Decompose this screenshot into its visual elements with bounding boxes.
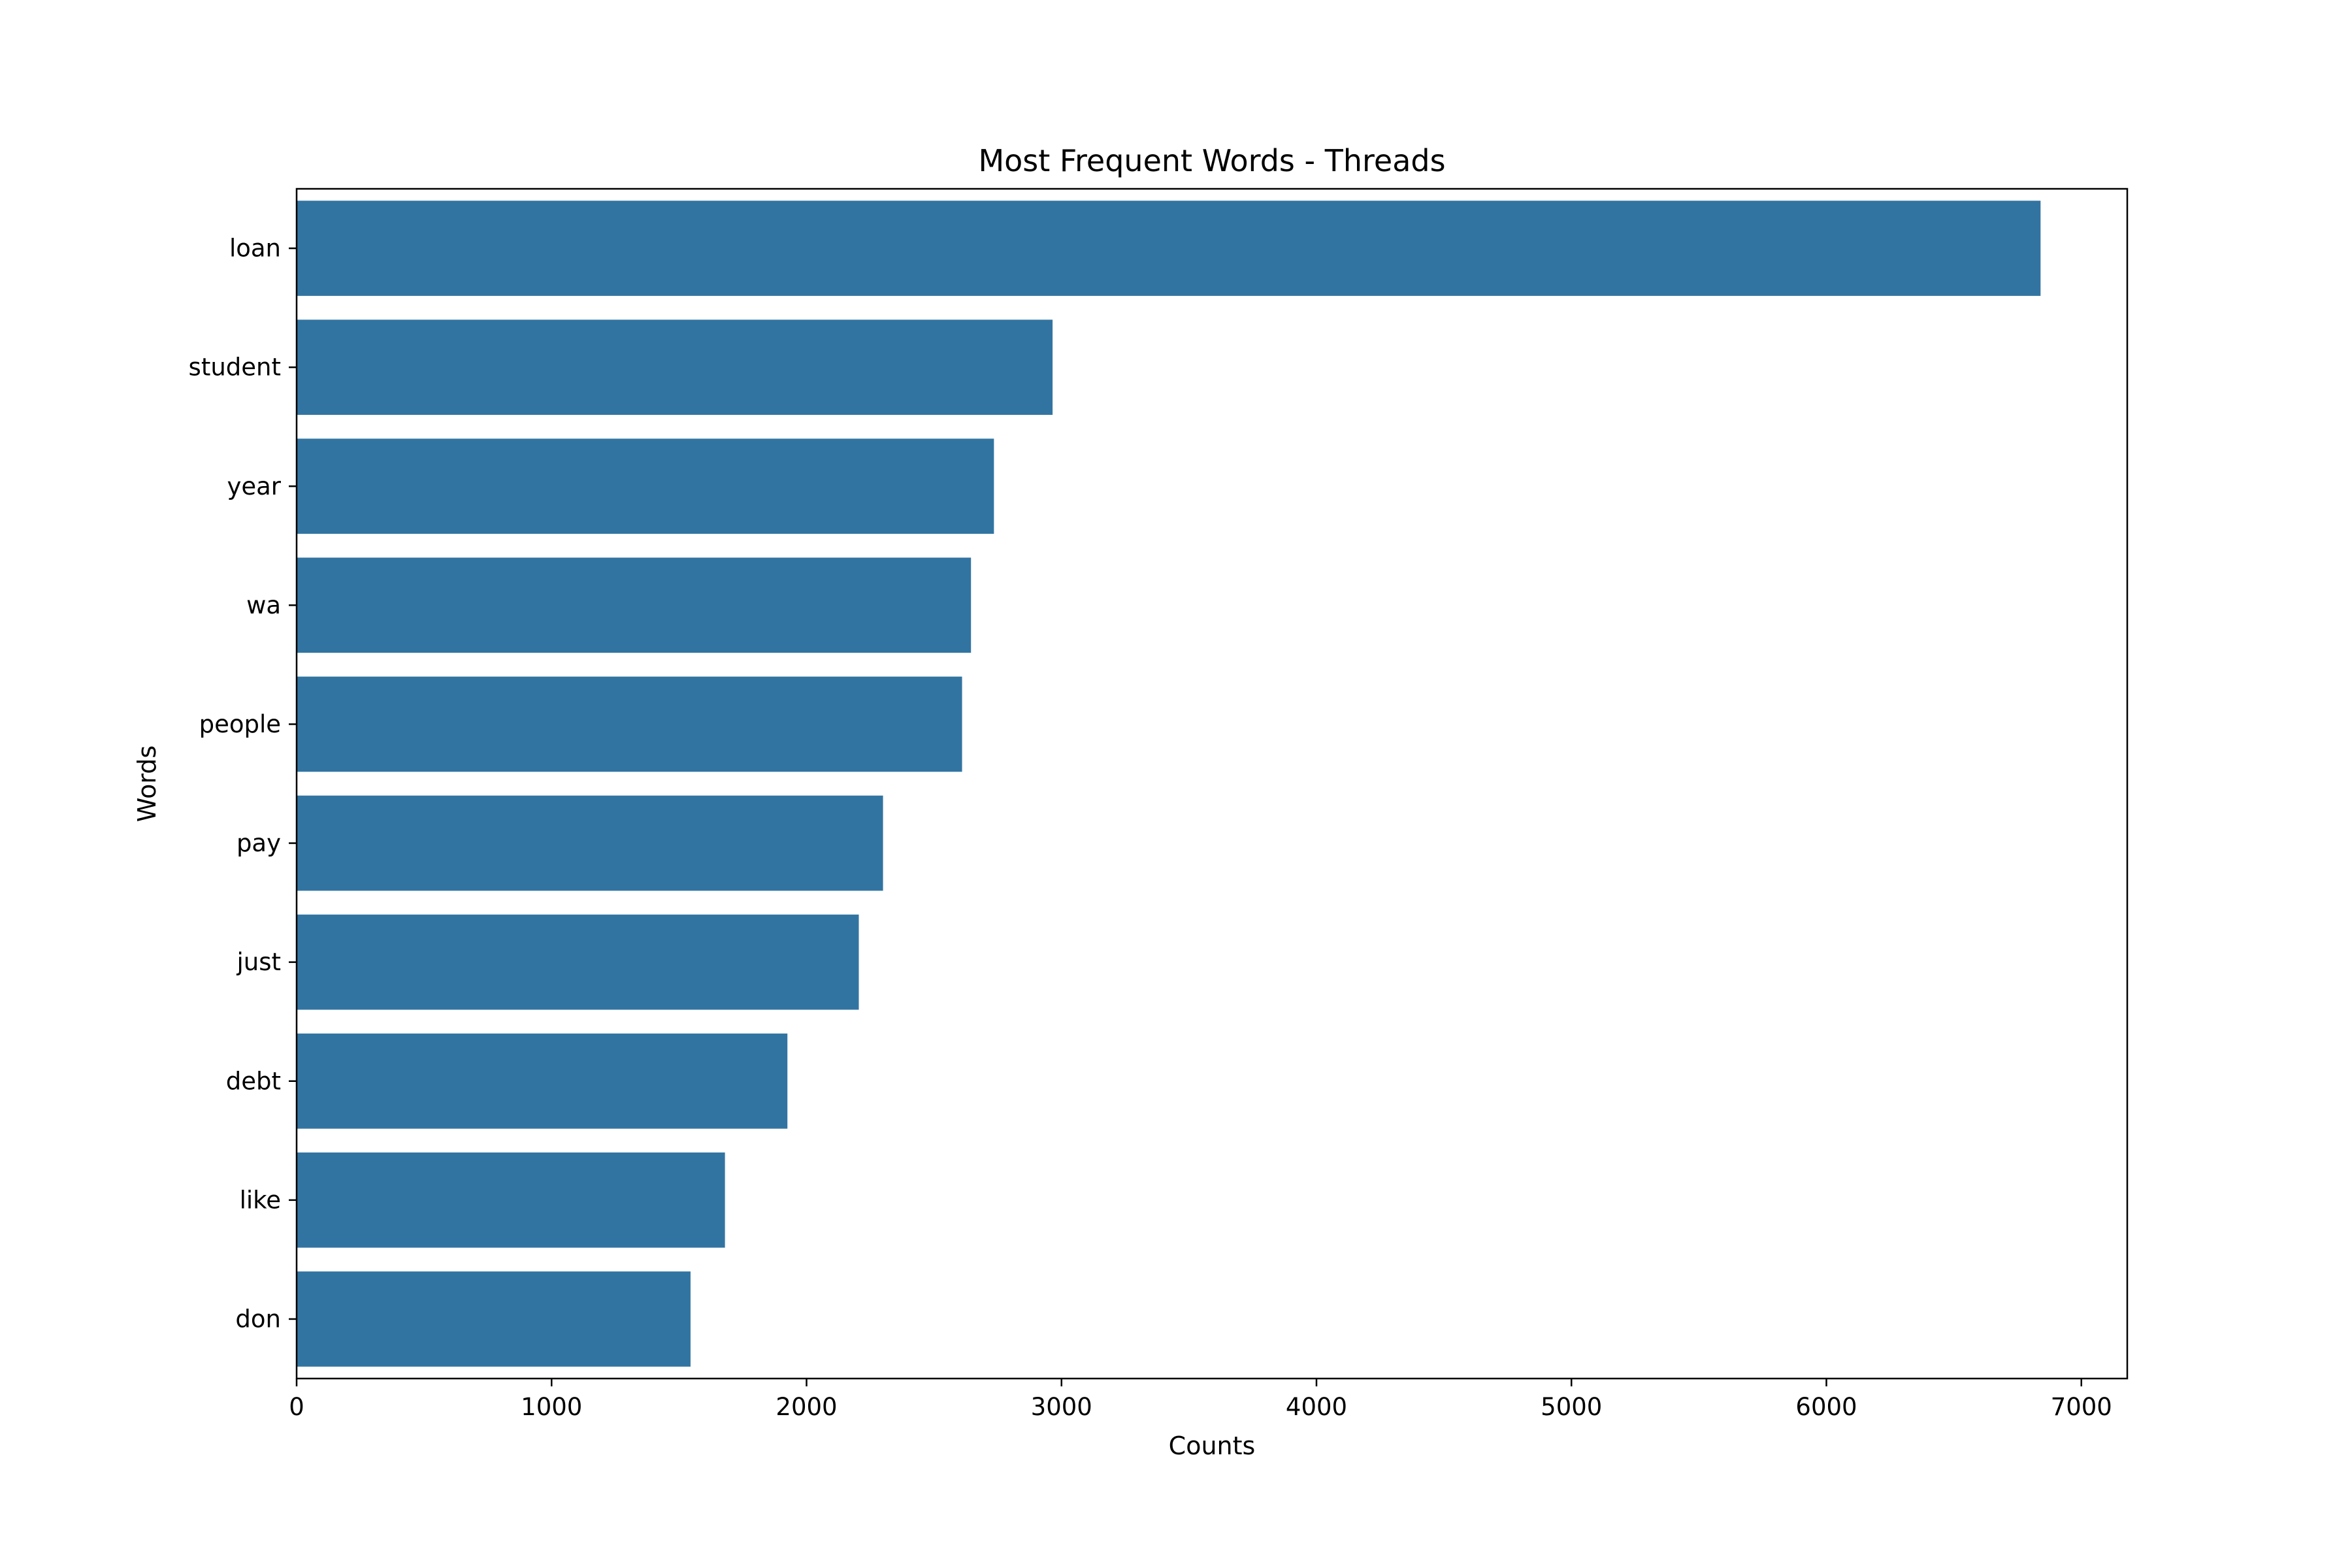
bar-student	[297, 319, 1053, 415]
plot-frame	[295, 188, 2129, 1380]
bar-loan	[297, 201, 2041, 296]
bar-don	[297, 1271, 691, 1367]
x-tick-label: 4000	[1286, 1393, 1347, 1421]
bar-year	[297, 438, 994, 534]
x-axis-label: Counts	[1169, 1431, 1256, 1460]
y-tick-label: like	[240, 1186, 281, 1214]
x-axis-ticks: 0 1000 2000 3000 4000 5000 6000 7000	[289, 1379, 2112, 1421]
y-tick-label: pay	[237, 829, 281, 857]
x-tick-label: 0	[289, 1393, 304, 1421]
bar-people	[297, 676, 962, 772]
y-axis-ticks: loan student year wa people pay just debt like do…	[189, 235, 297, 1333]
x-tick-label: 3000	[1031, 1393, 1092, 1421]
x-tick-label: 6000	[1795, 1393, 1857, 1421]
y-tick-label: wa	[246, 591, 281, 619]
bar-debt	[297, 1033, 788, 1129]
y-tick-label: people	[199, 710, 281, 738]
bar-just	[297, 914, 859, 1010]
bar-like	[297, 1152, 725, 1248]
x-tick-label: 5000	[1541, 1393, 1602, 1421]
bar-wa	[297, 557, 972, 653]
bars-group	[297, 201, 2041, 1367]
x-tick-label: 1000	[521, 1393, 582, 1421]
x-tick-label: 7000	[2051, 1393, 2112, 1421]
y-tick-label: student	[189, 353, 281, 382]
y-tick-label: debt	[226, 1067, 281, 1095]
y-tick-label: just	[236, 948, 281, 976]
y-tick-label: don	[235, 1305, 281, 1333]
x-tick-label: 2000	[776, 1393, 837, 1421]
bar-pay	[297, 795, 883, 891]
chart-title: Most Frequent Words - Threads	[978, 143, 1445, 178]
y-axis-label: Words	[133, 745, 161, 822]
y-tick-label: loan	[229, 235, 281, 263]
y-tick-label: year	[227, 472, 281, 500]
